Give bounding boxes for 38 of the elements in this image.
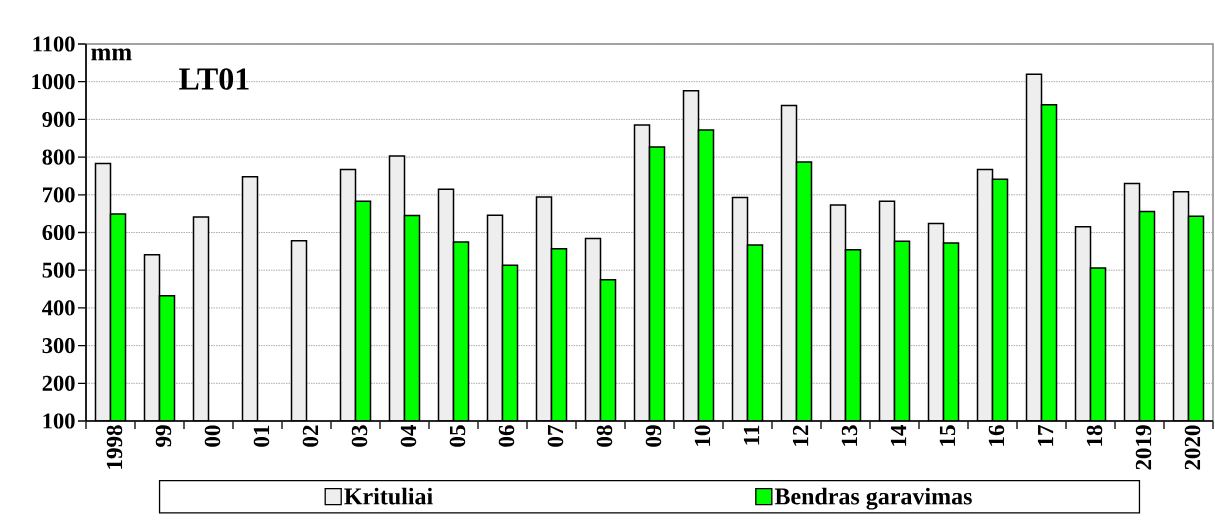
y-tick-label: 100: [43, 413, 75, 429]
x-tick-label: 09: [645, 425, 662, 447]
x-tick-label: 18: [1086, 425, 1103, 446]
x-tick-label: 14: [890, 424, 907, 446]
y-tick-label: 800: [42, 149, 75, 165]
y-tick-label: 600: [42, 224, 75, 241]
x-tick-label: 02: [302, 425, 319, 447]
y-tick-label: 200: [42, 375, 75, 391]
y-axis-title: mm: [91, 48, 132, 61]
x-tick-label: 1998: [106, 425, 123, 469]
x-tick-label: 11: [743, 425, 760, 445]
x-tick-label: 15: [939, 425, 956, 446]
x-tick-label: 12: [792, 425, 809, 446]
x-tick-label: 01: [253, 425, 270, 447]
x-tick-label: 99: [155, 425, 172, 447]
y-tick-label: 1100: [33, 36, 75, 52]
x-tick-label: 05: [449, 425, 466, 447]
x-tick-label: 03: [351, 425, 368, 447]
x-tick-label: 17: [1037, 425, 1054, 446]
y-tick-label: 400: [42, 300, 75, 316]
x-tick-label: 07: [547, 425, 564, 447]
legend-label: Krituliai: [344, 487, 433, 505]
x-tick-label: 16: [988, 425, 1005, 446]
text: LT01: [179, 68, 249, 90]
y-tick-label: 700: [43, 187, 75, 203]
x-tick-label: 13: [841, 425, 858, 446]
x-tick-label: 2019: [1135, 425, 1152, 470]
x-tick-label: 10: [694, 425, 711, 446]
y-tick-label: 1000: [32, 74, 75, 90]
y-tick-label: 900: [42, 111, 75, 127]
legend-label: Bendras garavimas: [774, 487, 972, 510]
y-tick-label: 500: [42, 262, 75, 278]
x-tick-label: 08: [596, 425, 613, 447]
x-tick-label: 00: [204, 425, 221, 447]
x-tick-label: 2020: [1184, 425, 1201, 470]
x-tick-label: 04: [400, 424, 417, 447]
y-tick-label: 300: [42, 338, 75, 354]
x-tick-label: 06: [498, 425, 515, 447]
